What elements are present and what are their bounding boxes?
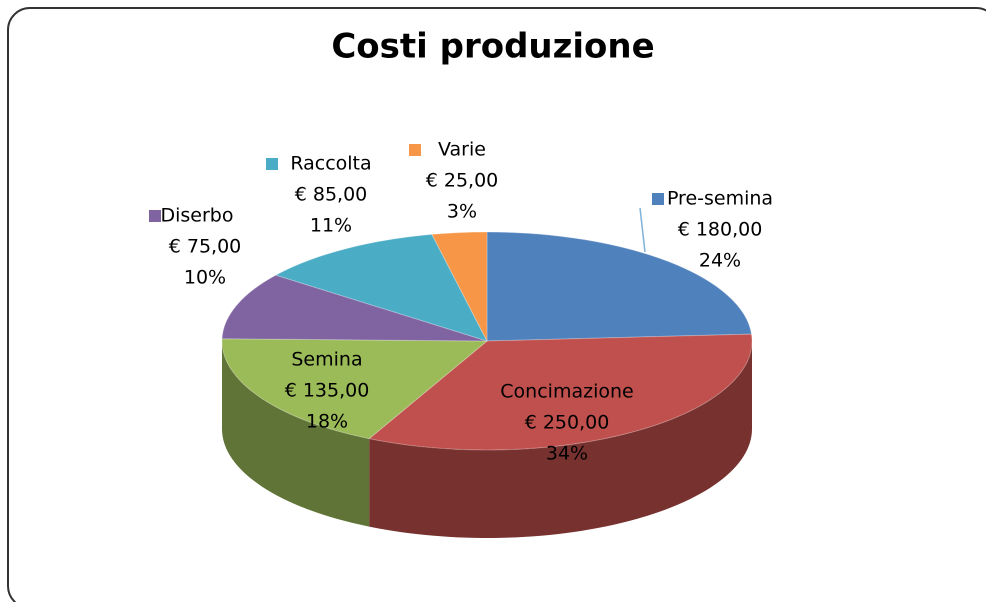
percent-label: 18% [306, 411, 348, 433]
slice-side [369, 341, 752, 538]
value-label: € 25,00 [426, 170, 499, 192]
value-label: € 180,00 [678, 219, 763, 241]
legend-key [259, 354, 271, 366]
category-label: Varie [438, 139, 486, 161]
legend-key [149, 210, 161, 222]
percent-label: 24% [699, 250, 741, 272]
slice [431, 231, 488, 342]
value-label: € 75,00 [169, 236, 242, 258]
legend-key [652, 193, 664, 205]
category-label: Semina [291, 349, 362, 371]
category-label: Diserbo [161, 205, 234, 227]
leader-line [639, 207, 646, 253]
percent-label: 34% [546, 443, 588, 465]
category-label: Raccolta [290, 153, 371, 175]
category-label: Pre-semina [667, 188, 773, 210]
slice [274, 233, 488, 342]
value-label: € 85,00 [295, 184, 368, 206]
slice [221, 338, 489, 440]
legend-key [409, 144, 421, 156]
legend-key [482, 386, 494, 398]
slice-side [222, 341, 370, 527]
value-label: € 135,00 [285, 380, 370, 402]
percent-label: 10% [184, 267, 226, 289]
value-label: € 250,00 [525, 412, 610, 434]
legend-key [266, 158, 278, 170]
slice [368, 333, 753, 451]
percent-label: 11% [310, 215, 352, 237]
category-label: Concimazione [500, 381, 633, 403]
slice [221, 274, 488, 342]
chart-title: Costi produzione [331, 27, 654, 67]
slice [486, 231, 753, 342]
percent-label: 3% [447, 201, 477, 223]
